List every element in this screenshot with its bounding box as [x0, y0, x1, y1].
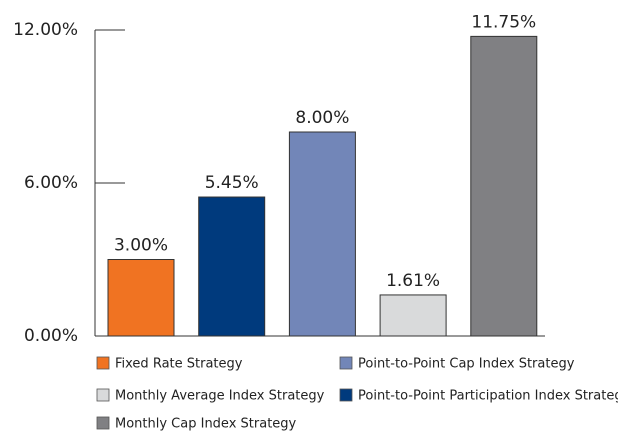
value-label: 8.00% [295, 108, 349, 128]
legend-label: Monthly Average Index Strategy [115, 389, 325, 404]
legend-swatch [339, 356, 353, 370]
legend-label: Monthly Cap Index Strategy [115, 417, 297, 432]
legend-swatch [96, 388, 110, 402]
legend-swatch [339, 388, 353, 402]
y-tick-label: 0.00% [24, 326, 78, 346]
bar [470, 35, 538, 337]
value-label: 5.45% [205, 173, 259, 193]
y-tick-label: 12.00% [13, 20, 78, 40]
legend-swatch [96, 356, 110, 370]
bar [379, 294, 447, 337]
value-label: 3.00% [114, 236, 168, 256]
legend-label: Point-to-Point Cap Index Strategy [358, 357, 575, 372]
legend-swatch [96, 416, 110, 430]
value-label: 1.61% [386, 271, 440, 291]
legend-label: Point-to-Point Participation Index Strat… [358, 389, 618, 404]
bar [288, 131, 356, 337]
y-tick-label: 6.00% [24, 173, 78, 193]
value-label: 11.75% [471, 12, 536, 32]
legend-label: Fixed Rate Strategy [115, 357, 243, 372]
bar [198, 196, 266, 337]
bar [107, 259, 175, 337]
